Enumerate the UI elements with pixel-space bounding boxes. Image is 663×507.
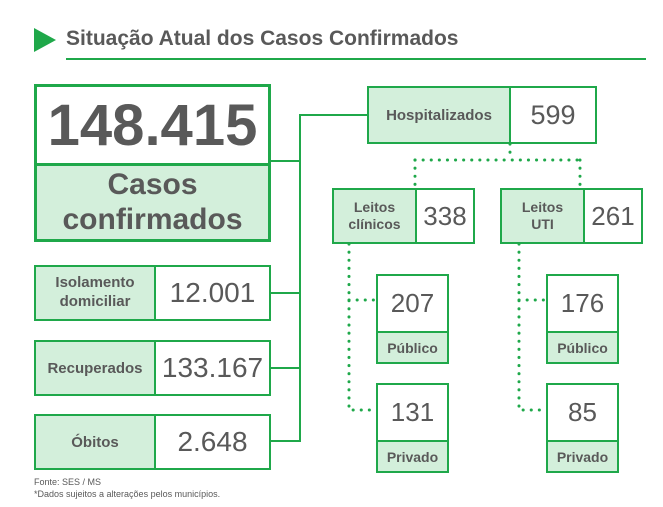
obitos-value: 2.648 <box>156 416 269 468</box>
line-total-hosp <box>271 114 367 162</box>
leitos-uti-label: Leitos UTI <box>502 190 583 242</box>
clinicos-publico-label: Público <box>378 333 447 362</box>
leitos-uti-divider <box>583 190 585 242</box>
hospitalizados-value: 599 <box>511 88 595 142</box>
clinicos-publico-divider <box>378 331 447 333</box>
uti-publico-value: 176 <box>548 276 617 331</box>
header-arrow-icon <box>34 28 56 52</box>
clinicos-privado-box: 131 Privado <box>376 383 449 473</box>
leitos-uti-label-line1: Leitos <box>521 198 564 215</box>
isolamento-label-line2: domiciliar <box>59 293 131 310</box>
leitos-clinicos-box: Leitos clínicos 338 <box>332 188 475 244</box>
total-label-line1: Casos <box>107 168 198 201</box>
recuperados-value: 133.167 <box>156 342 269 394</box>
leitos-clinicos-label: Leitos clínicos <box>334 190 415 242</box>
total-divider <box>37 163 268 166</box>
isolamento-label-line1: Isolamento <box>55 274 135 292</box>
uti-privado-label: Privado <box>548 442 617 471</box>
clinicos-privado-divider <box>378 440 447 442</box>
title-underline <box>66 58 646 60</box>
uti-privado-divider <box>548 440 617 442</box>
leitos-uti-value: 261 <box>585 190 641 242</box>
clinicos-publico-value: 207 <box>378 276 447 331</box>
leitos-clinicos-value: 338 <box>417 190 473 242</box>
uti-privado-value: 85 <box>548 385 617 440</box>
footer-source: Fonte: SES / MS <box>34 477 102 487</box>
leitos-clinicos-label-line2: clínicos <box>348 216 401 232</box>
total-cases-value: 148.415 <box>37 87 268 163</box>
isolamento-divider <box>154 267 156 319</box>
obitos-divider <box>154 416 156 468</box>
page-title: Situação Atual dos Casos Confirmados <box>66 27 459 50</box>
dots-uti-privado <box>517 242 548 412</box>
leitos-uti-box: Leitos UTI 261 <box>500 188 643 244</box>
recuperados-divider <box>154 342 156 394</box>
leitos-clinicos-label-line1: Leitos <box>353 198 396 215</box>
total-cases-label: Casos confirmados <box>37 166 268 239</box>
uti-publico-divider <box>548 331 617 333</box>
total-cases-box: 148.415 Casos confirmados <box>34 84 271 242</box>
footer-note: *Dados sujeitos a alterações pelos munic… <box>34 489 221 499</box>
clinicos-privado-value: 131 <box>378 385 447 440</box>
obitos-box: Óbitos 2.648 <box>34 414 271 470</box>
line-isolamento <box>271 161 301 294</box>
dots-clinicos-privado <box>347 242 378 412</box>
isolamento-value: 12.001 <box>156 267 269 319</box>
recuperados-label: Recuperados <box>36 342 154 394</box>
line-obitos <box>271 293 301 442</box>
uti-publico-label: Público <box>548 333 617 362</box>
isolamento-label: Isolamento domiciliar <box>36 267 154 319</box>
uti-privado-box: 85 Privado <box>546 383 619 473</box>
clinicos-publico-box: 207 Público <box>376 274 449 364</box>
clinicos-privado-label: Privado <box>378 442 447 471</box>
hospitalizados-label: Hospitalizados <box>369 88 509 142</box>
hospitalizados-divider <box>509 88 511 142</box>
isolamento-box: Isolamento domiciliar 12.001 <box>34 265 271 321</box>
recuperados-box: Recuperados 133.167 <box>34 340 271 396</box>
total-label-line2: confirmados <box>62 202 243 236</box>
uti-publico-box: 176 Público <box>546 274 619 364</box>
obitos-label: Óbitos <box>36 416 154 468</box>
leitos-clinicos-divider <box>415 190 417 242</box>
hospitalizados-box: Hospitalizados 599 <box>367 86 597 144</box>
leitos-uti-label-line2: UTI <box>531 216 554 232</box>
